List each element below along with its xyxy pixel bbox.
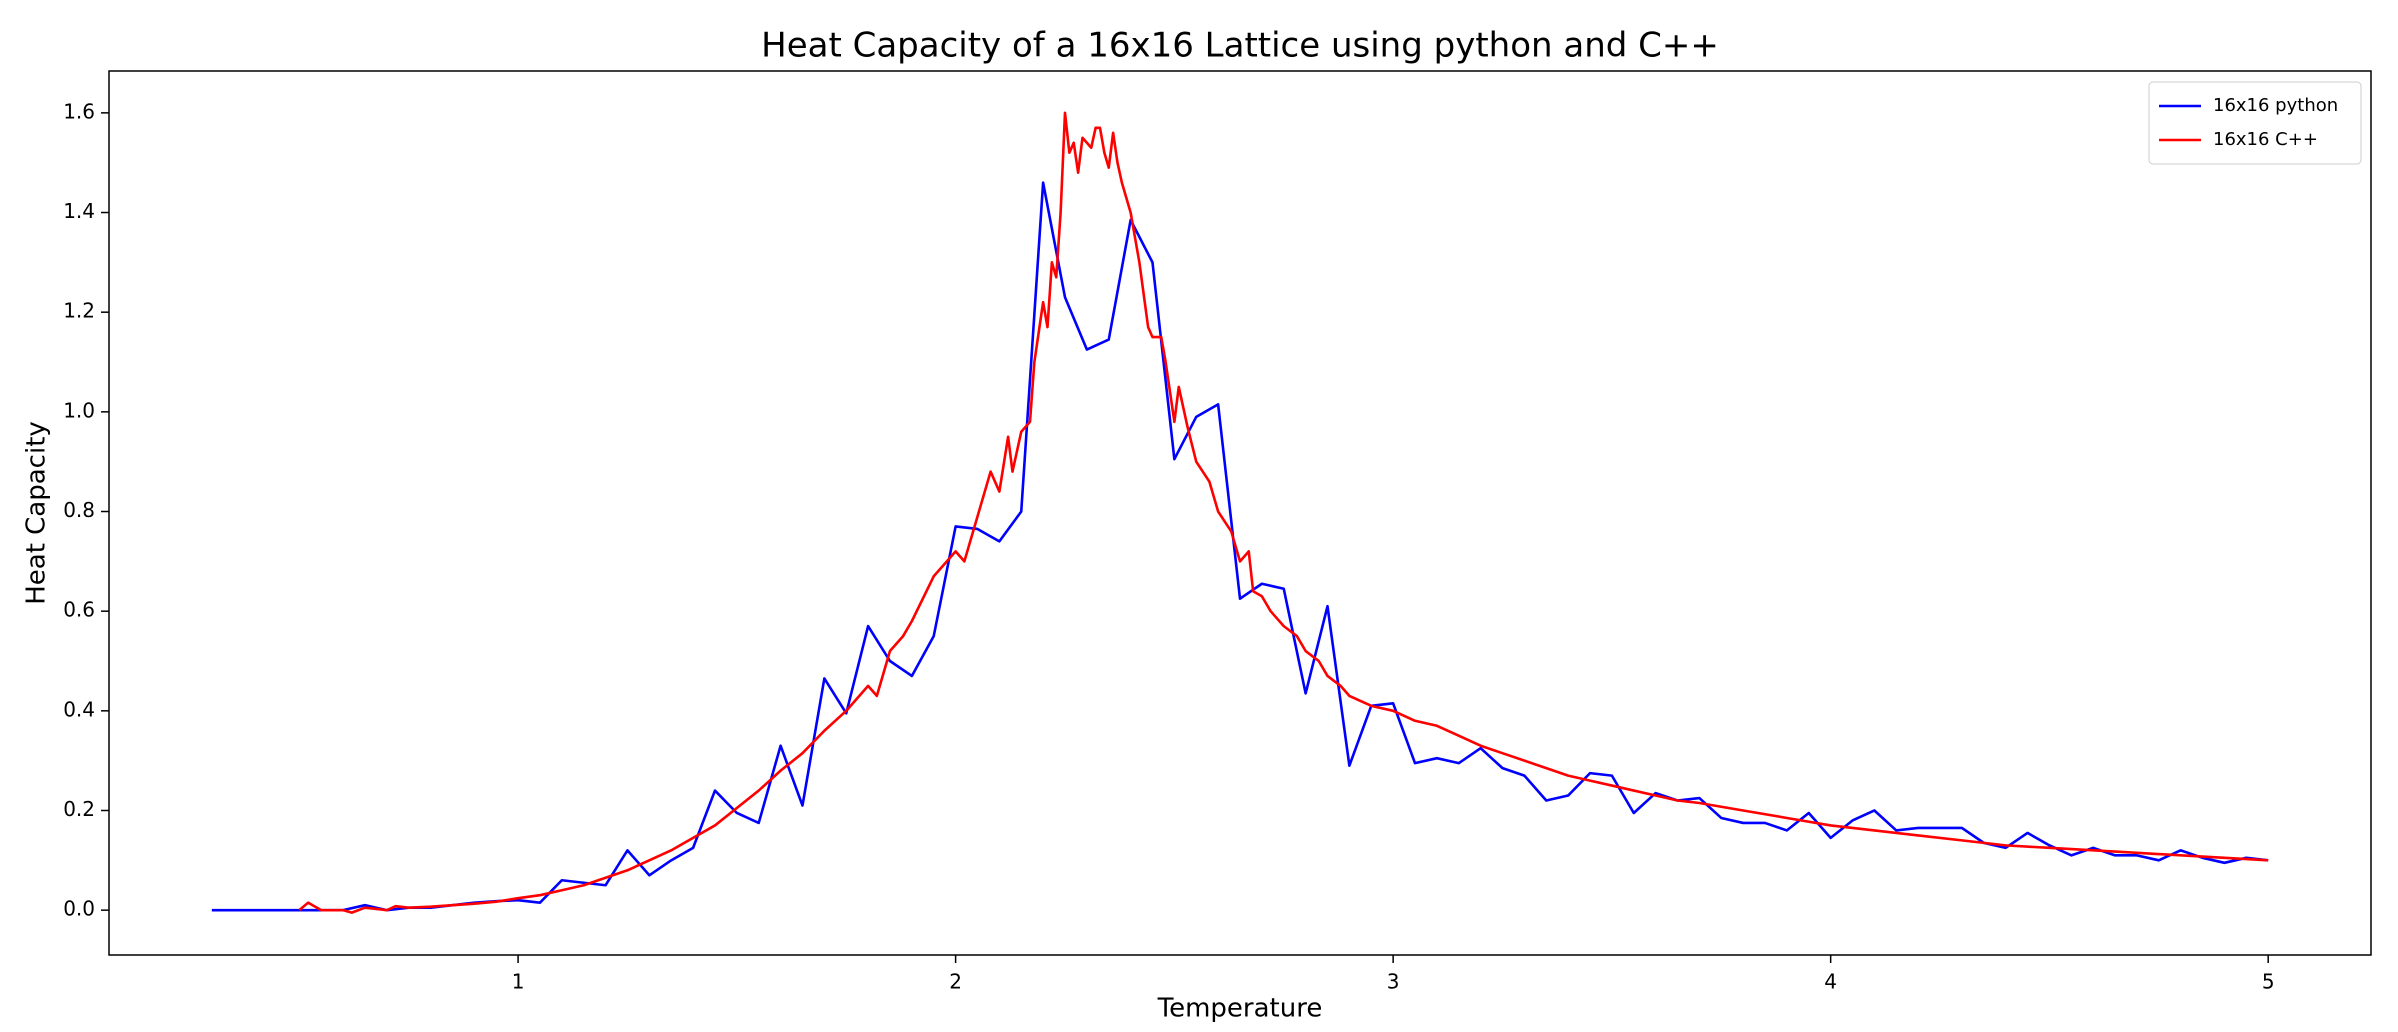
plot-frame	[108, 70, 2372, 956]
legend-label: 16x16 C++	[2213, 129, 2318, 150]
x-tick-label: 1	[512, 970, 525, 994]
y-tick-label: 1.4	[63, 199, 95, 223]
series-line	[211, 181, 2269, 912]
x-tick-label: 2	[949, 970, 962, 994]
y-tick-label: 0.0	[63, 897, 95, 921]
y-tick-label: 0.6	[63, 598, 95, 622]
x-axis-label: Temperature	[1157, 994, 1323, 1024]
y-tick-label: 1.0	[63, 398, 95, 422]
legend-box	[2148, 81, 2362, 165]
y-tick-label: 1.6	[63, 99, 95, 123]
legend-label: 16x16 python	[2213, 95, 2338, 116]
y-tick-label: 0.8	[63, 498, 95, 522]
series-line	[298, 111, 2269, 914]
y-tick-label: 0.4	[63, 697, 95, 721]
x-tick-label: 5	[2262, 970, 2275, 994]
x-tick-label: 3	[1387, 970, 1400, 994]
y-tick-label: 0.2	[63, 797, 95, 821]
chart-title: Heat Capacity of a 16x16 Lattice using p…	[761, 26, 1719, 66]
x-tick-label: 4	[1824, 970, 1837, 994]
y-tick-label: 1.2	[63, 299, 95, 323]
y-axis-label: Heat Capacity	[22, 421, 52, 605]
